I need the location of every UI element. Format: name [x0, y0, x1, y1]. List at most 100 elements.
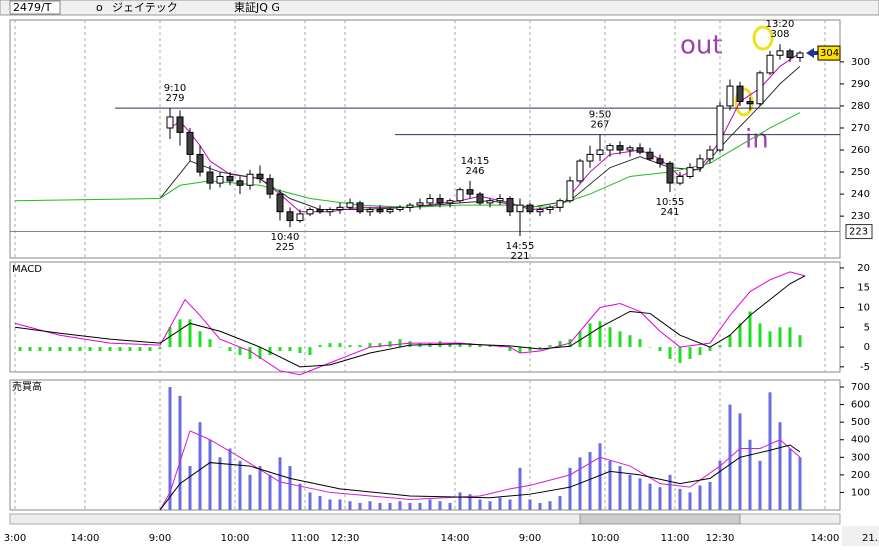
volume-bar	[408, 502, 412, 510]
x-tick-label: 11:00	[291, 533, 320, 544]
macd-histogram-bar	[318, 345, 322, 348]
macd-histogram-bar	[348, 345, 352, 348]
candle-body	[226, 175, 234, 182]
annotation-value: 241	[660, 207, 679, 218]
scrollbar[interactable]	[9, 513, 841, 525]
candle-body	[746, 101, 754, 105]
macd-histogram-bar	[358, 345, 362, 348]
highlight-out	[752, 25, 774, 51]
macd-histogram-bar	[268, 347, 272, 355]
volume-bar	[308, 492, 312, 510]
x-tick-label: 3:00	[4, 533, 26, 544]
volume-bar	[498, 497, 502, 510]
macd-histogram-bar	[598, 321, 602, 348]
macd-histogram-bar	[288, 347, 292, 352]
volume-bar	[528, 499, 532, 510]
code-box	[9, 0, 61, 15]
candle-body	[656, 158, 664, 164]
candle-body	[776, 50, 784, 56]
macd-histogram-bar	[98, 347, 102, 352]
macd-histogram-bar	[258, 347, 262, 359]
volume-bar	[778, 422, 782, 510]
macd-histogram-bar	[168, 327, 172, 348]
candle-body	[396, 206, 404, 211]
candle-body	[616, 145, 624, 151]
candle-body	[676, 175, 684, 184]
annotation-value: 267	[590, 120, 609, 131]
candle-body	[706, 149, 714, 160]
candle-body	[186, 131, 194, 155]
macd-histogram-bar	[518, 347, 522, 354]
price-arrow	[806, 48, 818, 59]
macd-histogram-bar	[758, 323, 762, 348]
volume-bar	[648, 483, 652, 510]
candle-body	[316, 209, 324, 213]
corner-label: 21.	[862, 533, 878, 544]
candle-body	[296, 213, 304, 222]
volume-bar	[448, 502, 452, 510]
candle-body	[556, 200, 564, 208]
stock-code: 2479/T	[13, 1, 52, 14]
volume-panel	[9, 379, 841, 511]
candle-body	[236, 180, 244, 186]
volume-bar	[438, 501, 442, 510]
volume-bar	[798, 457, 802, 510]
scroll-thumb[interactable]	[579, 513, 741, 525]
volume-bar	[688, 492, 692, 510]
volume-bar	[568, 467, 572, 510]
annotation-value: 279	[165, 93, 184, 104]
y-tick-label: 300	[851, 452, 870, 463]
candle-body	[536, 209, 544, 213]
volume-bar	[238, 460, 242, 510]
volume-bar	[388, 502, 392, 510]
macd-histogram-bar	[68, 347, 72, 352]
candle-body	[206, 171, 214, 184]
volume-bar	[458, 492, 462, 510]
x-tick-label: 12:30	[706, 533, 735, 544]
header: 2479/T o ジェイテック 東証JQ G	[0, 0, 879, 16]
annotation-time: 13:20	[766, 19, 795, 30]
volume-bar	[258, 466, 262, 510]
macd-histogram-bar	[128, 347, 132, 352]
macd-histogram-bar	[658, 347, 662, 352]
note-out: out	[680, 31, 723, 61]
candle-body	[786, 50, 794, 58]
macd-histogram-bar	[198, 331, 202, 348]
candle-body	[586, 153, 594, 162]
macd-histogram-bar	[448, 343, 452, 348]
panel-title: MACD	[12, 264, 42, 275]
volume-bar	[188, 466, 192, 510]
candle-body	[596, 149, 604, 155]
macd-histogram-bar	[38, 347, 42, 352]
macd-histogram-bar	[58, 347, 62, 352]
volume-bar	[598, 443, 602, 510]
volume-bar	[588, 452, 592, 510]
candle-body	[566, 180, 574, 202]
volume-bar	[208, 439, 212, 510]
macd-histogram-bar	[378, 343, 382, 348]
volume-bar	[748, 439, 752, 510]
y-tick-label: 500	[851, 417, 870, 428]
price-panel	[9, 19, 841, 259]
macd-histogram-bar	[618, 331, 622, 348]
macd-histogram-bar	[28, 347, 32, 352]
macd-histogram-bar	[578, 331, 582, 348]
volume-bar	[358, 502, 362, 510]
macd-histogram-bar	[558, 341, 562, 348]
x-tick-label: 12:30	[331, 533, 360, 544]
volume-bar	[788, 448, 792, 510]
candle-body	[216, 175, 224, 184]
y-tick-label: 250	[851, 167, 870, 178]
macd-histogram-bar	[158, 347, 162, 350]
macd-histogram-bar	[188, 319, 192, 348]
candle-body	[766, 54, 774, 74]
y-tick-label: 400	[851, 435, 870, 446]
candle-body	[476, 193, 484, 204]
candle-body	[166, 116, 174, 129]
macd-histogram-bar	[608, 327, 612, 348]
candle-body	[416, 202, 424, 206]
last-price-box	[817, 45, 841, 61]
indicator-line	[14, 112, 801, 208]
last-price-label: 304	[820, 48, 839, 59]
